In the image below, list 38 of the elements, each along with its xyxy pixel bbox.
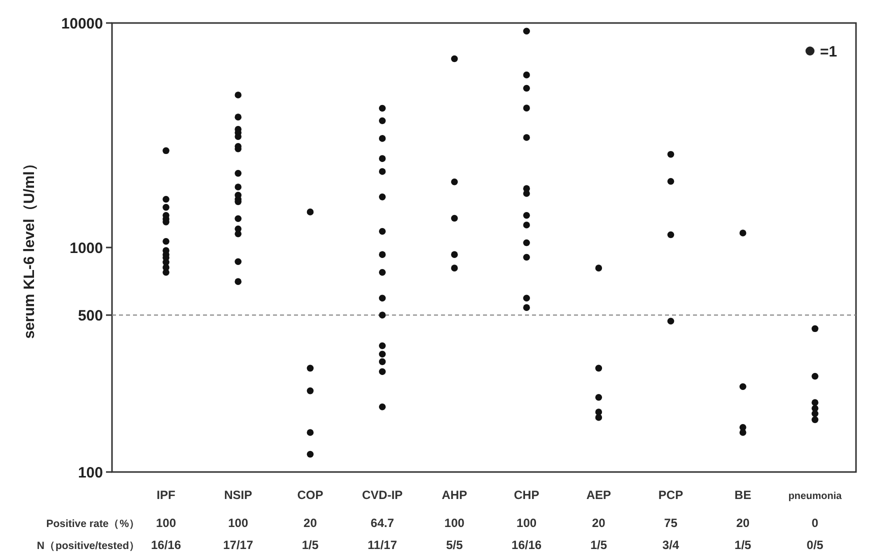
text: 16/16	[512, 538, 542, 552]
text: 17/17	[223, 538, 254, 552]
y-tick-label: 1000	[70, 240, 103, 257]
x-tick-label: PCP	[658, 488, 684, 502]
x-tick-label: COP	[297, 488, 324, 502]
y-tick-label: 10000	[61, 15, 103, 32]
text: 1/5	[590, 538, 608, 552]
text: 20	[304, 516, 318, 530]
text: 3/4	[662, 538, 680, 552]
text: 64.7	[370, 516, 394, 530]
x-tick-label: CHP	[514, 488, 540, 502]
text: 100	[156, 516, 176, 530]
text: 100	[228, 516, 248, 530]
x-tick-label: NSIP	[224, 488, 252, 502]
x-tick-label: IPF	[156, 488, 176, 502]
x-tick-label: CVD-IP	[362, 488, 403, 502]
y-tick-label: 500	[78, 307, 103, 324]
text: 5/5	[446, 538, 464, 552]
text: 100	[516, 516, 537, 530]
annotation: =1	[820, 43, 838, 60]
text: Positive rate（%）	[46, 518, 140, 530]
x-tick-label: AEP	[586, 488, 612, 502]
text: 20	[592, 516, 606, 530]
text: 1/5	[302, 538, 319, 552]
text: 0/5	[806, 538, 824, 552]
y-tick-label: 100	[78, 464, 103, 482]
text: 16/16	[150, 538, 182, 552]
text: 100	[444, 516, 465, 530]
text: 20	[736, 516, 750, 530]
x-tick-label: pneumonia	[788, 491, 842, 502]
x-tick-label: BE	[734, 488, 752, 502]
y-axis-title: serum KL-6 level（U/ml）	[21, 156, 38, 339]
text: 1/5	[734, 538, 752, 552]
x-tick-label: AHP	[442, 488, 468, 502]
text: 0	[812, 516, 819, 530]
text: 75	[664, 516, 678, 530]
text: 11/17	[368, 538, 398, 552]
text: N（positive/tested）	[36, 540, 140, 552]
